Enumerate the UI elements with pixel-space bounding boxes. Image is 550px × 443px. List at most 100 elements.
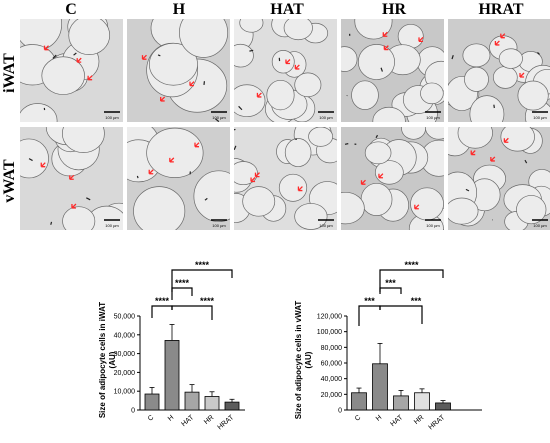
adipocyte-cell bbox=[457, 127, 493, 149]
vwat-significance-label: *** bbox=[364, 296, 375, 306]
iwat-y-tick-label: 30,000 bbox=[114, 351, 136, 358]
tissue-stain-mark bbox=[136, 175, 139, 179]
col-label-hat: HAT bbox=[270, 1, 304, 18]
micrograph-iwat-c: 100 µm bbox=[20, 19, 123, 122]
adipocyte-cell bbox=[500, 127, 535, 152]
micrograph-image: 100 µm bbox=[234, 127, 337, 230]
micrograph-image: 100 µm bbox=[341, 19, 444, 122]
iwat-bar-c bbox=[144, 393, 160, 411]
iwat-significance-bracket bbox=[171, 269, 233, 292]
adipocyte-cell bbox=[266, 79, 295, 111]
tissue-stain-mark bbox=[238, 105, 243, 111]
vwat-significance-bracket bbox=[358, 305, 381, 326]
tissue-stain-mark bbox=[451, 55, 454, 60]
red-arrow-icon bbox=[378, 173, 384, 179]
adipocyte-cell bbox=[424, 127, 444, 140]
red-arrow-icon bbox=[294, 64, 300, 70]
adipocyte-cell bbox=[284, 138, 312, 167]
micrograph-iwat-hr: 100 µm bbox=[341, 19, 444, 122]
adipocyte-cell bbox=[357, 43, 395, 80]
adipocyte-cell bbox=[372, 106, 406, 122]
micrograph-vwat-c: 100 µm bbox=[20, 127, 123, 230]
iwat-ylabel-line2: (AU) bbox=[108, 351, 117, 368]
iwat-bar-hat bbox=[184, 391, 200, 411]
vwat-y-tick-label: 20,000 bbox=[321, 392, 343, 399]
vwat-y-tick-label: 100,000 bbox=[317, 329, 342, 336]
col-label-hrat: HRAT bbox=[478, 1, 524, 18]
red-arrow-icon bbox=[470, 150, 476, 156]
vwat-significance-bracket bbox=[379, 287, 402, 294]
red-arrow-icon bbox=[500, 33, 506, 39]
iwat-significance-bracket bbox=[171, 287, 193, 300]
tissue-stain-mark bbox=[215, 118, 220, 122]
vwat-y-tick-label: 120,000 bbox=[317, 314, 342, 321]
micrograph-iwat-hat: 100 µm bbox=[234, 19, 337, 122]
micrograph-image: 100 µm bbox=[234, 19, 337, 122]
red-arrow-icon bbox=[256, 92, 262, 98]
adipocyte-cell bbox=[341, 46, 358, 72]
red-arrow-icon bbox=[360, 179, 366, 185]
adipocyte-cell bbox=[193, 170, 230, 222]
vwat-bar-c bbox=[351, 392, 367, 411]
adipocyte-cell bbox=[308, 127, 334, 147]
adipocyte-cell bbox=[68, 19, 111, 55]
micrograph-vwat-hr: 100 µm bbox=[341, 127, 444, 230]
adipocyte-cell bbox=[492, 66, 518, 89]
micrograph-iwat-hrat: 100 µm bbox=[448, 19, 550, 122]
red-arrow-icon bbox=[414, 204, 420, 210]
red-arrow-icon bbox=[250, 177, 256, 183]
adipocyte-cell bbox=[351, 80, 379, 110]
scale-bar-label: 100 µm bbox=[426, 115, 440, 120]
iwat-ylabel-line1: Size of adipocyte cells in iWAT bbox=[98, 302, 107, 418]
scale-bar-label: 100 µm bbox=[426, 223, 440, 228]
red-arrow-icon bbox=[519, 72, 525, 78]
iwat-x-tick-label-hat: HAT bbox=[180, 414, 195, 428]
adipocyte-cell bbox=[148, 42, 198, 86]
tissue-stain-mark bbox=[52, 54, 57, 59]
iwat-significance-label: **** bbox=[155, 296, 170, 306]
red-arrow-icon bbox=[87, 75, 93, 81]
tissue-stain-mark bbox=[50, 221, 53, 225]
adipocyte-cell bbox=[278, 173, 308, 202]
iwat-y-tick-label: 50,000 bbox=[114, 314, 136, 321]
col-label-hr: HR bbox=[382, 1, 406, 18]
vwat-bar-hat bbox=[393, 395, 409, 411]
iwat-bar-hr bbox=[204, 396, 220, 411]
adipocyte-cell bbox=[517, 80, 549, 111]
iwat-y-tick-label: 40,000 bbox=[114, 332, 136, 339]
tissue-stain-mark bbox=[249, 49, 254, 52]
tissue-stain-mark bbox=[375, 134, 379, 139]
adipocyte-cell bbox=[239, 19, 264, 33]
tissue-stain-mark bbox=[157, 54, 161, 57]
vwat-y-tick-label: 0 bbox=[338, 408, 342, 415]
vwat-bar-h bbox=[372, 363, 388, 411]
red-arrow-icon bbox=[160, 96, 166, 102]
micrograph-image: 100 µm bbox=[448, 127, 550, 230]
vwat-x-tick-label-h: H bbox=[375, 414, 383, 423]
adipocyte-cell bbox=[242, 186, 276, 217]
adipocyte-cell bbox=[133, 186, 186, 230]
scale-bar-label: 100 µm bbox=[212, 115, 226, 120]
iwat-significance-label: **** bbox=[195, 260, 210, 270]
red-arrow-icon bbox=[254, 172, 260, 178]
adipocyte-cell bbox=[364, 141, 392, 165]
tissue-stain-mark bbox=[73, 52, 77, 56]
scale-bar-label: 100 µm bbox=[319, 115, 333, 120]
vwat-x-tick-label-hrat: HRAT bbox=[428, 414, 447, 432]
vwat-x-tick-label-hat: HAT bbox=[389, 414, 404, 428]
adipocyte-cell bbox=[462, 43, 491, 68]
tissue-stain-mark bbox=[234, 145, 237, 151]
micrograph-image: 100 µm bbox=[341, 127, 444, 230]
micrograph-image: 100 µm bbox=[448, 19, 550, 122]
iwat-y-tick-label: 20,000 bbox=[114, 370, 136, 377]
iwat-x-tick-label-hr: HR bbox=[203, 414, 215, 426]
vwat-significance-label: *** bbox=[385, 278, 396, 288]
iwat-y-tick-label: 10,000 bbox=[114, 389, 136, 396]
iwat-bar-hrat bbox=[224, 401, 240, 411]
adipocyte-cell bbox=[464, 66, 489, 92]
red-arrow-icon bbox=[169, 157, 175, 163]
micrograph-image: 100 µm bbox=[20, 19, 123, 122]
adipocyte-cell bbox=[360, 182, 393, 216]
tissue-stain-mark bbox=[204, 197, 208, 201]
